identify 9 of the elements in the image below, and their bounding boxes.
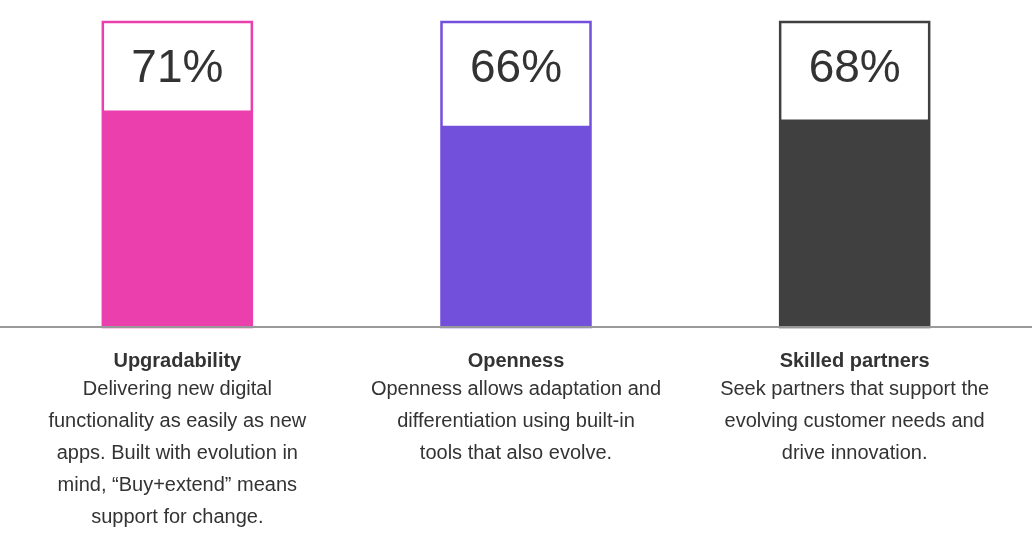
x-tick-label: Upgradability [113,349,243,371]
text: Seek partners that support the evolving customer needs and drive innovation. [720,377,990,463]
data-label: 66% [469,40,563,92]
x-tick-label: Openness [467,349,565,371]
text: Openness allows adaptation and differentiation using built-in tools that also evolve. [370,377,662,463]
text: Delivering new digital functionality as easily as new apps. Built with evolution in mind, “Buy+extend” means support for change. [48,377,307,527]
data-label: 71% [131,40,224,92]
x-tick-label: Skilled partners [779,349,930,371]
data-label: 68% [808,40,901,92]
